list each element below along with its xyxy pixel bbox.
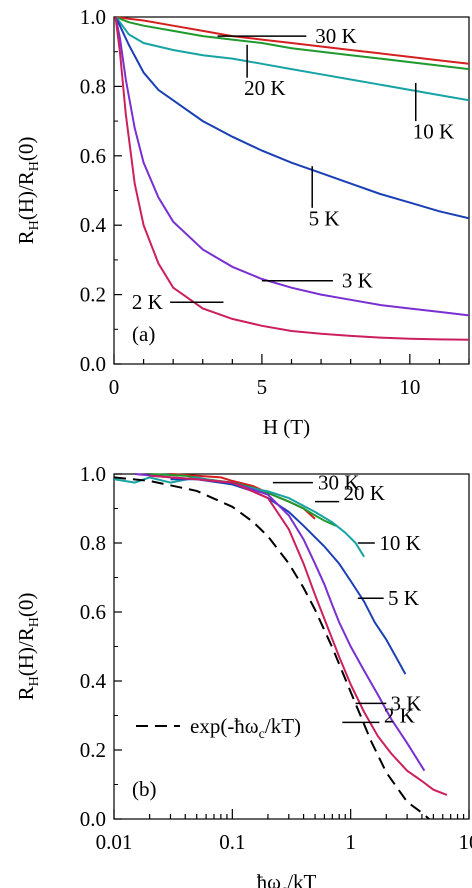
series-line-3-k	[114, 16, 469, 317]
curve-label: 5 K	[388, 586, 419, 610]
y-tick-label: 1.0	[80, 5, 106, 29]
text-part: R	[14, 230, 38, 244]
curve-label: 3 K	[391, 691, 422, 715]
curve-label: 2 K	[132, 290, 163, 314]
x-axis-title: H (T)	[263, 415, 310, 439]
curve-label: 3 K	[342, 269, 373, 293]
text-part: (H)/R	[14, 627, 38, 676]
series-line-exp-c-kt-	[114, 476, 430, 819]
curve-label: 30 K	[315, 24, 356, 48]
panel-a: 0.00.20.40.60.81.00 5 10H (T)RH(H)/RH(0)30…	[14, 5, 470, 439]
y-tick-label: 0.0	[80, 352, 106, 376]
series-line-2-k	[114, 16, 469, 341]
panel-label: (a)	[132, 322, 155, 346]
text-part: (0)	[14, 593, 38, 618]
curve-label: 20 K	[244, 76, 285, 100]
text-part: ħω	[257, 870, 281, 888]
text-part: H	[27, 617, 42, 627]
x-tick-label: 0	[109, 375, 120, 399]
text-part: H	[27, 676, 42, 686]
curve-label: 2 K	[384, 704, 415, 728]
y-tick-label: 0.0	[80, 807, 106, 831]
y-tick-label: 0.4	[80, 669, 107, 693]
y-tick-label: 0.8	[80, 531, 106, 555]
plot-frame	[113, 473, 470, 820]
x-tick-label: 5	[257, 375, 268, 399]
series-line-10-k	[114, 476, 365, 558]
x-tick-label: 10	[399, 375, 420, 399]
text-part: /kT)	[265, 714, 301, 738]
panel-label: (b)	[132, 777, 157, 801]
series-line-30-k	[170, 473, 316, 520]
series-line-20-k	[115, 16, 469, 71]
series-line-5-k	[170, 478, 407, 675]
text-part: c	[281, 883, 287, 888]
text-part: H	[27, 161, 42, 171]
series-line-10-k	[114, 16, 469, 102]
y-axis-title: RH(H)/RH(0)	[14, 137, 42, 245]
legend-label: exp(-ħωc/kT)	[190, 714, 301, 742]
curve-label: 5 K	[309, 206, 340, 230]
series-line-30-k	[115, 16, 469, 65]
x-tick-label: 0.01	[96, 830, 133, 854]
x-axis-title: ħωc/kT	[257, 870, 317, 888]
text-part: (0)	[14, 137, 38, 162]
curve-label: 20 K	[343, 481, 384, 505]
y-tick-label: 0.4	[80, 213, 107, 237]
x-tick-label: 10	[459, 830, 472, 854]
y-tick-label: 0.2	[80, 283, 106, 307]
y-tick-label: 0.6	[80, 144, 106, 168]
series-line-2-k	[149, 474, 448, 796]
text-part: (H)/R	[14, 171, 38, 220]
text-part: exp(-ħω	[190, 714, 259, 738]
text-part: /kT	[287, 870, 316, 888]
curve-label: 10 K	[379, 531, 420, 555]
y-tick-label: 1.0	[80, 462, 106, 486]
y-tick-label: 0.2	[80, 738, 106, 762]
curve-label: 30 K	[318, 471, 359, 495]
text-part: H	[27, 220, 42, 230]
curve-label: 10 K	[413, 120, 454, 144]
y-tick-label: 0.8	[80, 74, 106, 98]
text-part: c	[259, 727, 265, 742]
y-axis-title: RH(H)/RH(0)	[14, 593, 42, 701]
x-tick-label: 1	[345, 830, 356, 854]
x-tick-label: 0.1	[219, 830, 245, 854]
text-part: R	[14, 686, 38, 700]
y-tick-label: 0.6	[80, 600, 106, 624]
panel-b: 0.00.20.40.60.81.00.010.1110ħωc/kTRH(H)/…	[14, 462, 472, 888]
series-line-5-k	[114, 16, 469, 220]
